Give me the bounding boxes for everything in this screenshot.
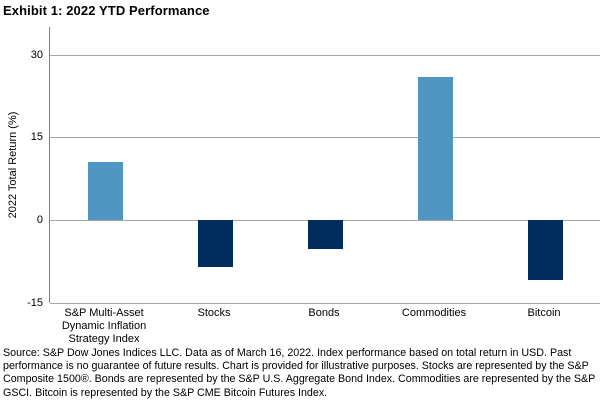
- category-label: Commodities: [401, 307, 467, 319]
- bar-stocks: [197, 220, 233, 268]
- category-label: Bitcoin: [527, 307, 561, 319]
- bar-s-p-multi-asset-dynamic-infl: [87, 162, 123, 221]
- y-tick-label: 15: [30, 131, 43, 144]
- source-note: Source: S&P Dow Jones Indices LLC. Data …: [3, 347, 607, 400]
- source-text-line: Source: S&P Dow Jones Indices LLC. Data …: [3, 347, 572, 359]
- source-text-line: performance is no guarantee of future re…: [3, 360, 589, 373]
- source-text-line: GSCI. Bitcoin is represented by the S&P …: [3, 386, 328, 399]
- source-text-line: Composite 1500®. Bonds are represented b…: [3, 373, 596, 386]
- gridline--15: [50, 303, 600, 304]
- category-label: Bonds: [308, 307, 340, 319]
- chart-title: Exhibit 1: 2022 YTD Performance: [3, 3, 210, 18]
- bar-commodities: [417, 76, 453, 221]
- bar-bitcoin: [527, 220, 563, 280]
- category-label: S&P Multi-Asset Dynamic Inflation Strate…: [61, 307, 147, 345]
- bar-bonds: [307, 220, 343, 249]
- gridline-15: [50, 137, 600, 139]
- y-tick-label: 30: [30, 48, 43, 61]
- plot-area: [49, 27, 600, 304]
- y-tick-label: 0: [36, 214, 43, 227]
- gridline-30: [50, 54, 600, 56]
- y-tick-label: -15: [27, 297, 43, 309]
- y-axis-title: 2022 Total Return (%): [7, 111, 19, 219]
- x-axis-category-labels: S&P Multi-Asset Dynamic Inflation Strate…: [49, 307, 599, 346]
- category-label: Stocks: [197, 307, 231, 319]
